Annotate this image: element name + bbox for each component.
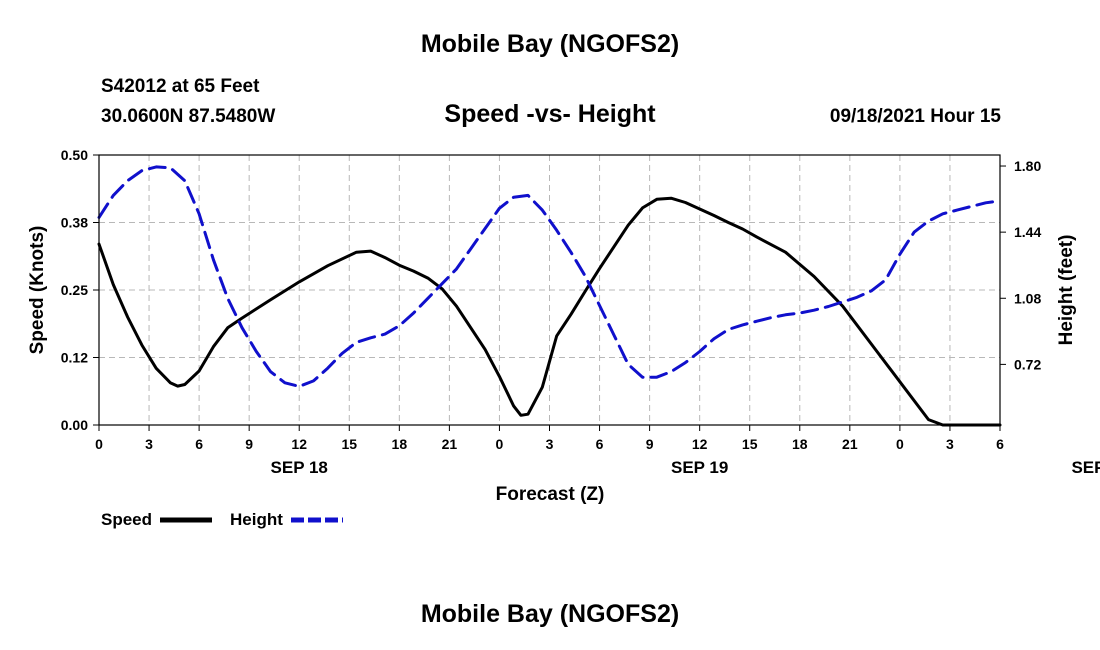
series-line-speed bbox=[97, 196, 1002, 427]
legend-label-height: Height bbox=[230, 510, 283, 529]
x-tick-label: 9 bbox=[245, 436, 253, 452]
legend-label-speed: Speed bbox=[101, 510, 152, 529]
y2-tick-label: 0.72 bbox=[1014, 356, 1041, 372]
x-tick-label: 3 bbox=[946, 436, 954, 452]
chart-main-title: Mobile Bay (NGOFS2) bbox=[420, 30, 680, 58]
x-tick-label: 18 bbox=[792, 436, 808, 452]
coordinates-label: 30.0600N 87.5480W bbox=[101, 106, 276, 127]
x-tick-label: 3 bbox=[546, 436, 554, 452]
y-axis-label: Speed (Knots) bbox=[27, 226, 48, 355]
date-label: SEP 18 bbox=[271, 458, 328, 477]
date-label: SEP 19 bbox=[671, 458, 728, 477]
y2-tick-label: 1.80 bbox=[1014, 158, 1041, 174]
forecast-timestamp: 09/18/2021 Hour 15 bbox=[829, 106, 1001, 127]
y-tick-label: 0.25 bbox=[61, 282, 88, 298]
x-tick-label: 15 bbox=[742, 436, 758, 452]
x-tick-label: 12 bbox=[291, 436, 307, 452]
chart-subtitle: Speed -vs- Height bbox=[444, 100, 656, 128]
x-tick-label: 9 bbox=[646, 436, 654, 452]
y-tick-label: 0.00 bbox=[61, 417, 88, 433]
chart-footer-title: Mobile Bay (NGOFS2) bbox=[420, 600, 680, 628]
x-tick-label: 21 bbox=[842, 436, 858, 452]
x-tick-label: 21 bbox=[442, 436, 458, 452]
axes: 0 3 6 9 12 15 18 21 0 3 6 9 12 15 18 21 0 3 6 SEP 18 SEP 19 S… bbox=[61, 147, 1100, 477]
x-tick-label: 15 bbox=[341, 436, 357, 452]
y-tick-label: 0.50 bbox=[61, 147, 88, 163]
date-label: SEP 20 bbox=[1071, 458, 1100, 477]
x-tick-label: 12 bbox=[692, 436, 708, 452]
series-line-height bbox=[97, 165, 1002, 388]
x-tick-label: 6 bbox=[596, 436, 604, 452]
legend: Speed Height bbox=[101, 510, 343, 529]
grid-lines bbox=[99, 155, 1000, 425]
y2-tick-label: 1.44 bbox=[1014, 224, 1041, 240]
x-tick-label: 6 bbox=[996, 436, 1004, 452]
x-tick-label: 3 bbox=[145, 436, 153, 452]
x-tick-label: 6 bbox=[195, 436, 203, 452]
y2-axis-label: Height (feet) bbox=[1056, 235, 1077, 346]
y2-tick-label: 1.08 bbox=[1014, 290, 1041, 306]
x-tick-label: 0 bbox=[896, 436, 904, 452]
y-tick-label: 0.12 bbox=[61, 350, 88, 366]
x-tick-label: 0 bbox=[496, 436, 504, 452]
x-tick-label: 0 bbox=[95, 436, 103, 452]
station-label: S42012 at 65 Feet bbox=[101, 76, 260, 97]
y-tick-label: 0.38 bbox=[61, 215, 88, 231]
x-axis-label: Forecast (Z) bbox=[496, 484, 605, 505]
x-tick-label: 18 bbox=[392, 436, 408, 452]
series-layer bbox=[97, 165, 1002, 427]
